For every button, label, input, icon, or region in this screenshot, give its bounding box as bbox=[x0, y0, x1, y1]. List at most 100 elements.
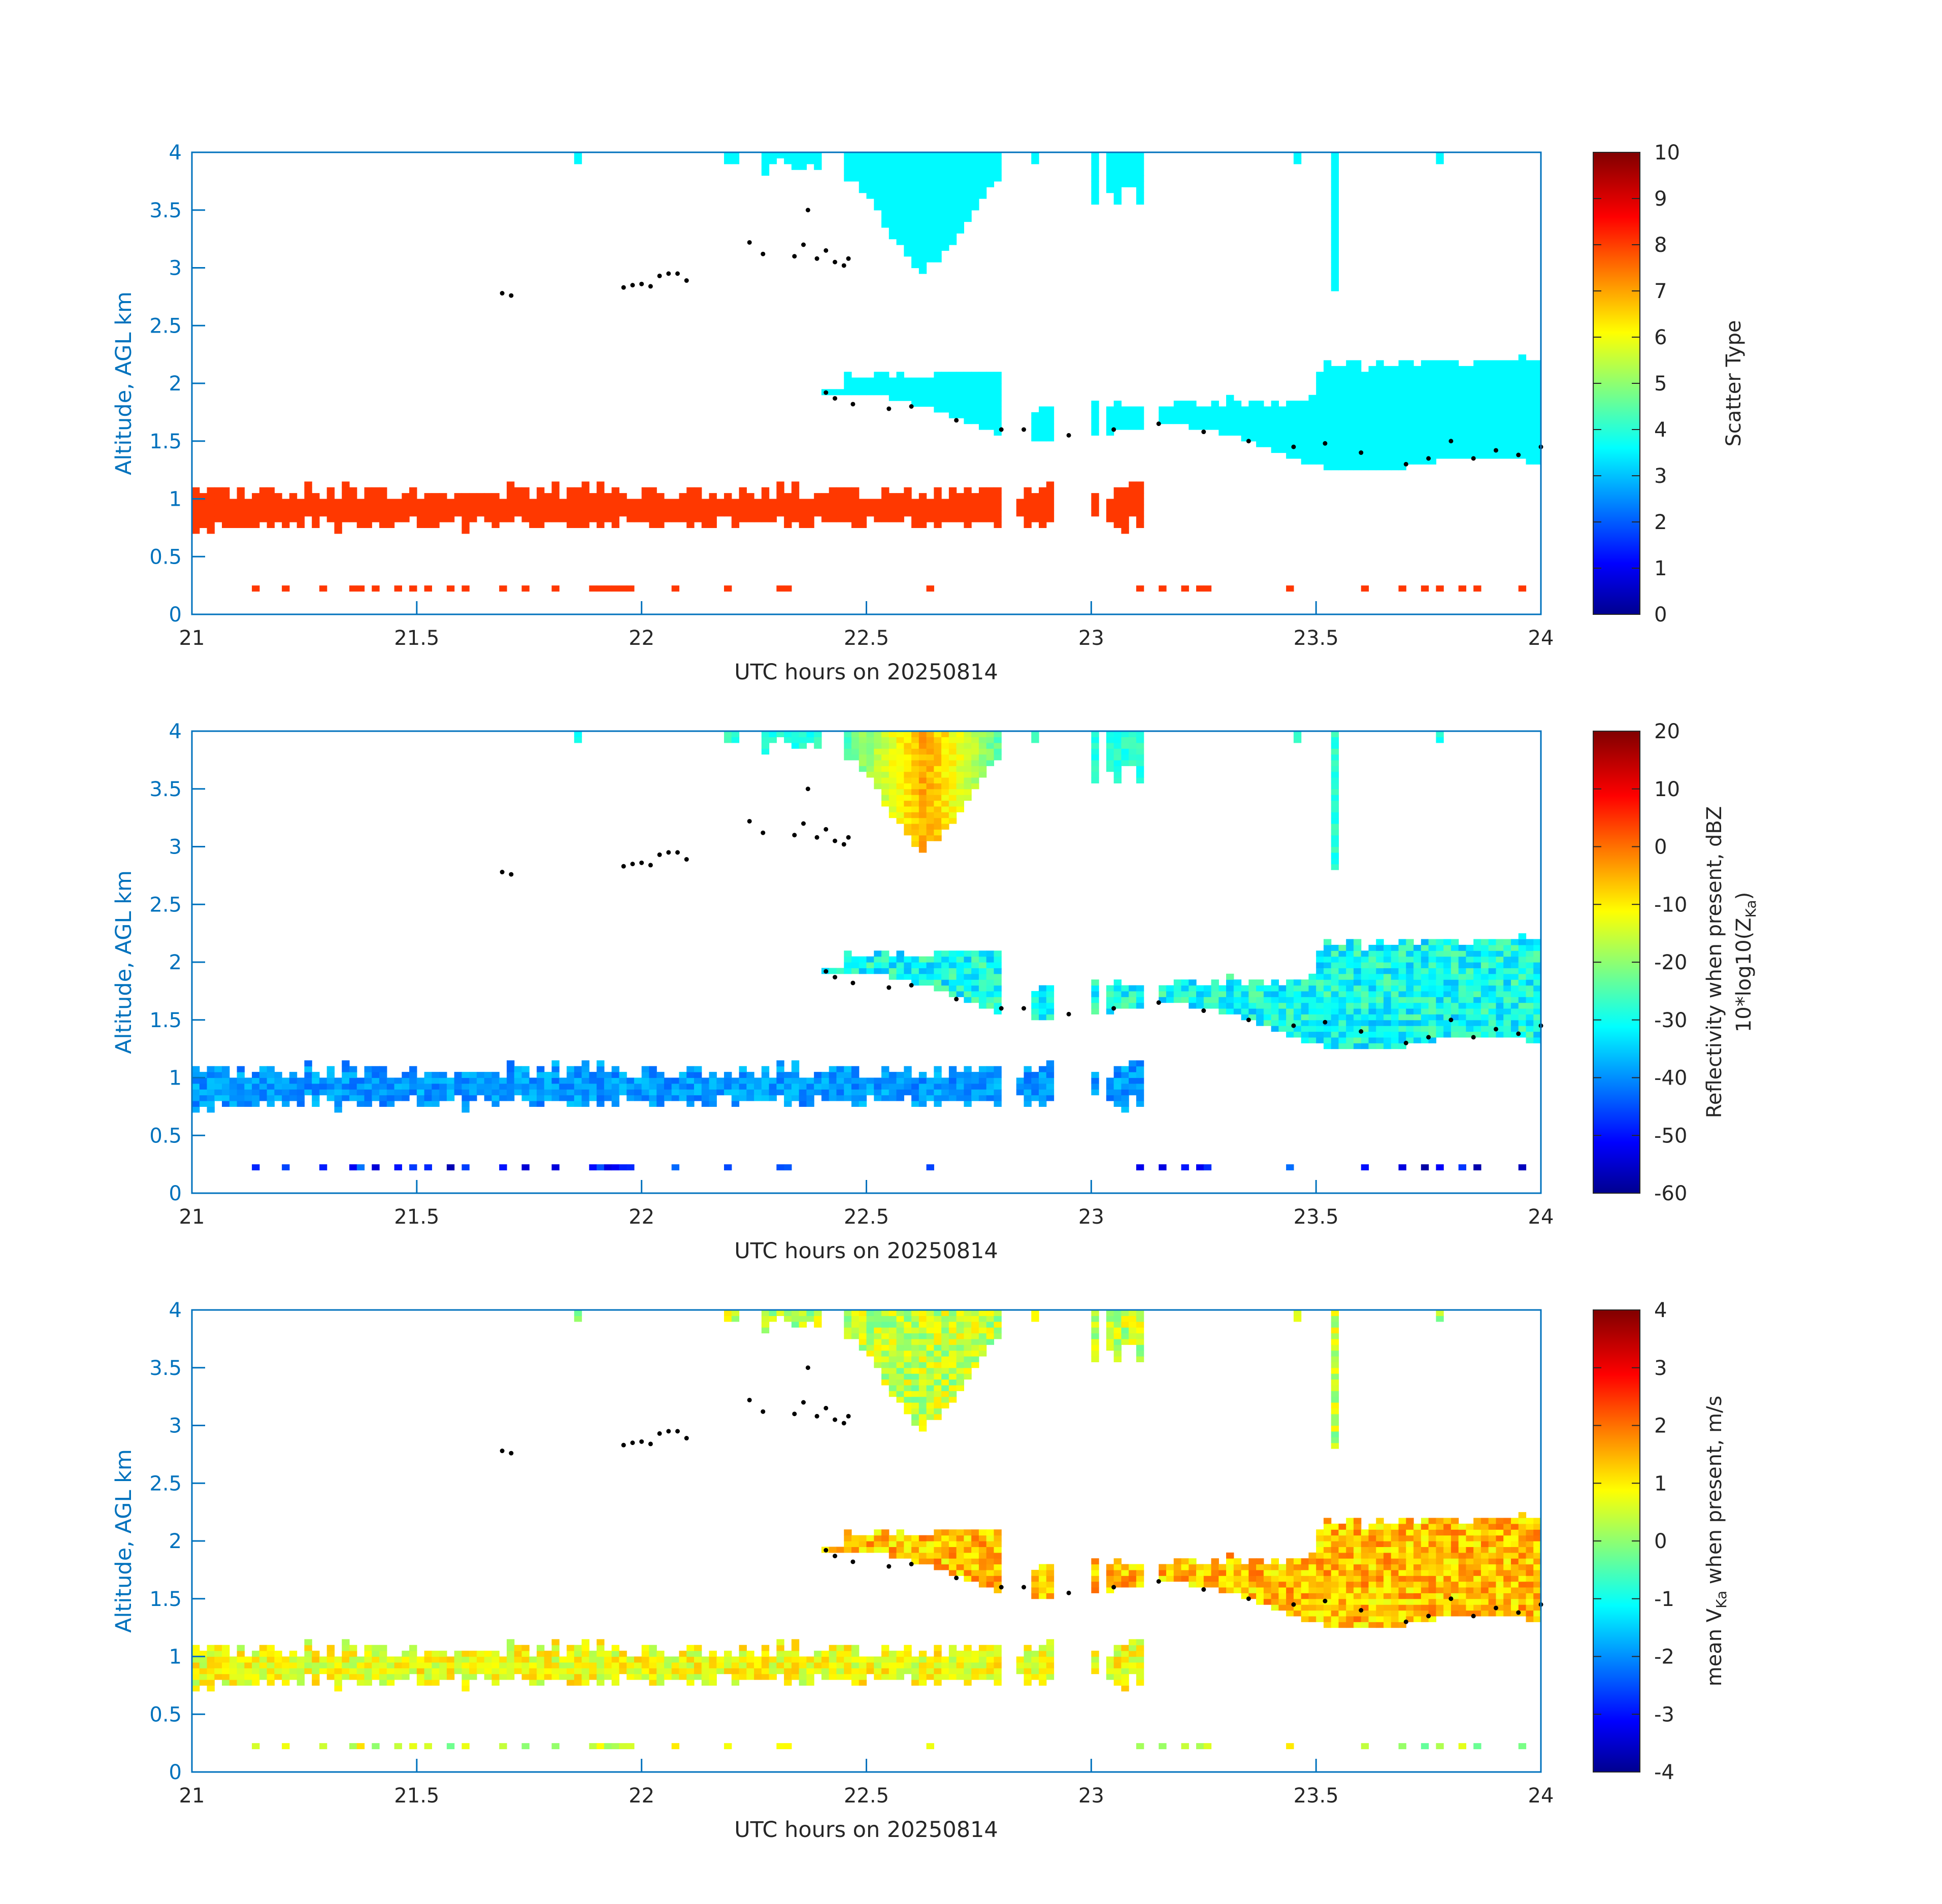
heatmap-cell bbox=[948, 239, 957, 245]
heatmap-cell bbox=[1436, 152, 1444, 158]
heatmap-cell bbox=[1398, 973, 1406, 980]
heatmap-cell bbox=[484, 1668, 492, 1675]
heatmap-cell bbox=[589, 510, 597, 517]
heatmap-cell bbox=[319, 504, 327, 511]
heatmap-cell bbox=[918, 158, 927, 165]
heatmap-cell bbox=[701, 1095, 710, 1101]
heatmap-cell bbox=[971, 979, 979, 986]
heatmap-cell bbox=[1353, 997, 1362, 1003]
heatmap-cell bbox=[326, 516, 335, 522]
heatmap-cell bbox=[1533, 401, 1541, 407]
heatmap-cell bbox=[364, 1077, 372, 1084]
heatmap-cell bbox=[1413, 1037, 1422, 1043]
heatmap-cell bbox=[604, 585, 612, 592]
heatmap-cell bbox=[567, 1095, 575, 1101]
heatmap-cell bbox=[1166, 418, 1174, 424]
heatmap-cell bbox=[364, 1680, 372, 1686]
heatmap-cell bbox=[769, 1673, 777, 1680]
heatmap-cell bbox=[986, 979, 995, 986]
heatmap-cell bbox=[941, 806, 949, 812]
heatmap-cell bbox=[462, 1743, 470, 1750]
heatmap-cell bbox=[1113, 504, 1122, 511]
heatmap-cell bbox=[1428, 406, 1436, 413]
heatmap-cell bbox=[1271, 1008, 1279, 1014]
heatmap-cell bbox=[926, 824, 934, 830]
heatmap-cell bbox=[888, 181, 897, 187]
heatmap-cell bbox=[379, 1072, 387, 1078]
heatmap-cell bbox=[439, 1083, 447, 1090]
heatmap-cell bbox=[641, 504, 650, 511]
colorbar-tick-label: 0 bbox=[1654, 836, 1667, 859]
cloud-base-dot bbox=[1291, 444, 1296, 449]
heatmap-cell bbox=[1091, 979, 1099, 986]
heatmap-cell bbox=[192, 1651, 200, 1657]
heatmap-cell bbox=[641, 1656, 650, 1663]
heatmap-cell bbox=[604, 504, 612, 511]
heatmap-cell bbox=[1526, 366, 1534, 372]
heatmap-cell bbox=[446, 1083, 455, 1090]
heatmap-cell bbox=[934, 1391, 942, 1397]
heatmap-cell bbox=[986, 1077, 995, 1084]
heatmap-cell bbox=[709, 1656, 717, 1663]
heatmap-cell bbox=[1338, 435, 1346, 442]
heatmap-cell bbox=[888, 210, 897, 216]
heatmap-cell bbox=[521, 1668, 530, 1675]
heatmap-cell bbox=[1248, 997, 1257, 1003]
heatmap-cell bbox=[918, 824, 927, 830]
heatmap-cell bbox=[597, 1077, 605, 1084]
heatmap-cell bbox=[1113, 737, 1122, 743]
heatmap-cell bbox=[948, 1333, 957, 1339]
heatmap-cell bbox=[567, 493, 575, 500]
heatmap-cell bbox=[326, 1089, 335, 1096]
heatmap-cell bbox=[619, 585, 627, 592]
heatmap-cell bbox=[664, 499, 672, 505]
heatmap-cell bbox=[1308, 401, 1316, 407]
heatmap-cell bbox=[634, 1089, 642, 1096]
heatmap-cell bbox=[686, 1662, 695, 1668]
heatmap-cell bbox=[904, 812, 912, 818]
heatmap-cell bbox=[469, 1072, 477, 1078]
heatmap-cell bbox=[1331, 864, 1339, 870]
heatmap-cell bbox=[402, 1072, 410, 1078]
heatmap-cell bbox=[469, 1077, 477, 1084]
heatmap-cell bbox=[1496, 973, 1504, 980]
heatmap-cell bbox=[956, 1095, 964, 1101]
heatmap-cell bbox=[911, 812, 919, 818]
heatmap-cell bbox=[724, 1077, 732, 1084]
heatmap-cell bbox=[1346, 418, 1354, 424]
heatmap-cell bbox=[1526, 389, 1534, 396]
heatmap-cell bbox=[888, 227, 897, 234]
heatmap-cell bbox=[859, 510, 867, 517]
heatmap-cell bbox=[956, 1321, 964, 1328]
heatmap-cell bbox=[491, 1095, 500, 1101]
heatmap-cell bbox=[454, 1089, 462, 1096]
heatmap-cell bbox=[881, 499, 890, 505]
heatmap-cell bbox=[1129, 748, 1137, 755]
heatmap-cell bbox=[948, 1321, 957, 1328]
heatmap-cell bbox=[1301, 452, 1309, 459]
heatmap-cell bbox=[896, 1310, 904, 1316]
heatmap-cell bbox=[581, 1095, 589, 1101]
heatmap-cell bbox=[1129, 481, 1137, 488]
heatmap-cell bbox=[866, 187, 874, 193]
heatmap-cell bbox=[874, 170, 882, 176]
heatmap-cell bbox=[1256, 997, 1264, 1003]
heatmap-cell bbox=[918, 1425, 927, 1432]
heatmap-cell bbox=[881, 216, 890, 222]
heatmap-cell bbox=[1503, 1026, 1511, 1032]
heatmap-cell bbox=[597, 1083, 605, 1090]
heatmap-cell bbox=[1129, 418, 1137, 424]
heatmap-cell bbox=[694, 1066, 702, 1072]
heatmap-cell bbox=[1376, 1026, 1384, 1032]
heatmap-cell bbox=[259, 1095, 268, 1101]
heatmap-cell bbox=[1413, 412, 1422, 418]
heatmap-cell bbox=[611, 1083, 619, 1090]
heatmap-cell bbox=[192, 528, 200, 534]
heatmap-cell bbox=[1503, 447, 1511, 453]
heatmap-cell bbox=[1271, 441, 1279, 447]
heatmap-cell bbox=[746, 516, 754, 522]
heatmap-cell bbox=[1533, 1002, 1541, 1009]
heatmap-cell bbox=[724, 1743, 732, 1750]
heatmap-cell bbox=[941, 789, 949, 795]
heatmap-cell bbox=[1353, 1020, 1362, 1026]
